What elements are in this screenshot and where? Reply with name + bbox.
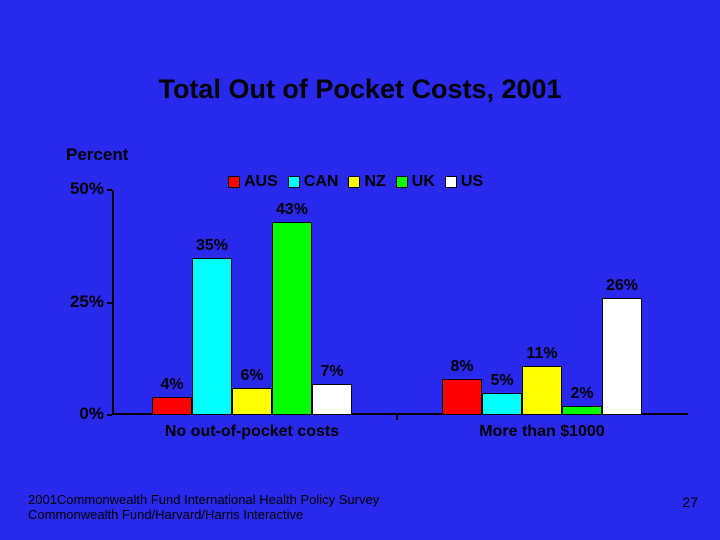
bar <box>602 298 642 415</box>
legend-label: NZ <box>364 173 385 191</box>
legend-swatch <box>396 176 408 188</box>
bar <box>522 366 562 416</box>
category-label: More than $1000 <box>412 423 672 441</box>
legend-item: CAN <box>288 173 339 191</box>
bar <box>152 397 192 415</box>
slide-title: Total Out of Pocket Costs, 2001 <box>0 74 720 105</box>
legend-swatch <box>228 176 240 188</box>
legend-swatch <box>288 176 300 188</box>
bar <box>482 393 522 416</box>
chart-plot-area: 0%25%50%4%35%6%43%7%No out-of-pocket cos… <box>112 190 688 415</box>
legend-label: US <box>461 173 483 191</box>
y-tick-label: 0% <box>44 404 104 424</box>
y-axis <box>112 190 114 415</box>
legend-swatch <box>348 176 360 188</box>
bar-value-label: 6% <box>240 367 263 385</box>
bar <box>272 222 312 416</box>
source-line2: Commonwealth Fund/Harvard/Harris Interac… <box>28 507 379 522</box>
source-text: 2001Commonwealth Fund International Heal… <box>28 492 379 522</box>
bar-value-label: 26% <box>606 277 638 295</box>
bar-value-label: 4% <box>160 376 183 394</box>
page-number: 27 <box>682 494 698 510</box>
x-tick <box>396 415 398 420</box>
y-tick <box>107 189 112 191</box>
y-tick <box>107 414 112 416</box>
bar <box>192 258 232 416</box>
y-axis-title: Percent <box>66 145 128 165</box>
bar <box>312 384 352 416</box>
y-tick <box>107 302 112 304</box>
legend-label: AUS <box>244 173 278 191</box>
legend-label: UK <box>412 173 435 191</box>
y-tick-label: 50% <box>44 179 104 199</box>
legend-item: US <box>445 173 483 191</box>
source-line1: 2001Commonwealth Fund International Heal… <box>28 492 379 507</box>
legend-swatch <box>445 176 457 188</box>
y-tick-label: 25% <box>44 292 104 312</box>
bar-value-label: 43% <box>276 201 308 219</box>
slide: Total Out of Pocket Costs, 2001 Percent … <box>0 0 720 540</box>
legend-item: AUS <box>228 173 278 191</box>
category-label: No out-of-pocket costs <box>122 423 382 441</box>
bar-value-label: 11% <box>526 345 557 363</box>
bar-value-label: 5% <box>490 372 513 390</box>
bar-value-label: 7% <box>320 363 343 381</box>
legend-item: UK <box>396 173 435 191</box>
legend-item: NZ <box>348 173 385 191</box>
bar-value-label: 35% <box>196 237 228 255</box>
bar-value-label: 8% <box>450 358 473 376</box>
legend-label: CAN <box>304 173 339 191</box>
legend: AUS CAN NZ UK US <box>228 173 483 191</box>
bar-value-label: 2% <box>570 385 593 403</box>
bar <box>232 388 272 415</box>
bar <box>562 406 602 415</box>
bar <box>442 379 482 415</box>
